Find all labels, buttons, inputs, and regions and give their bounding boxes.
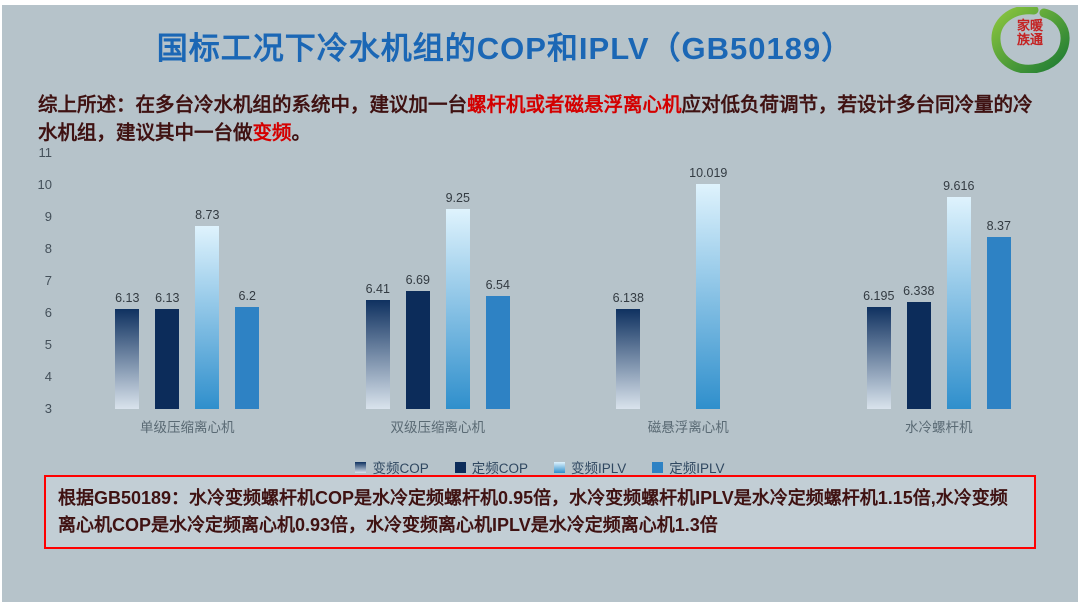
- legend-label: 定频COP: [471, 461, 528, 476]
- bar-slot: 8.37: [987, 153, 1011, 409]
- y-tick-label: 9: [44, 209, 52, 224]
- bar-变频COP: 6.13: [115, 291, 139, 409]
- legend-item-定频IPLV: 定频IPLV: [652, 457, 725, 477]
- bar-value-label: 6.338: [903, 284, 935, 299]
- bar-group: 6.13 6.13 8.73 6.2 单级压缩离心机: [62, 153, 313, 435]
- legend-swatch-icon: [554, 461, 565, 473]
- bar-变频COP: 6.195: [863, 289, 894, 409]
- category-label: 单级压缩离心机: [140, 420, 235, 435]
- legend-swatch-icon: [355, 461, 367, 473]
- bar-变频IPLV: 10.019: [689, 166, 727, 409]
- bar-value-label: 6.13: [115, 290, 140, 305]
- bar-slot: 6.13: [115, 153, 139, 409]
- logo-text: 家暖 族通: [990, 18, 1070, 48]
- bar-slot: 6.195: [863, 153, 894, 409]
- y-tick-label: 11: [38, 145, 53, 160]
- bar-value-label: 8.73: [195, 207, 220, 222]
- logo-text-line1: 家暖: [1016, 18, 1043, 33]
- bar-value-label: 6.195: [863, 288, 895, 303]
- bar-value-label: 9.25: [445, 191, 470, 205]
- bar-value-label: 6.2: [238, 288, 256, 303]
- conclusion-text: 根据GB50189：水冷变频螺杆机COP是水冷定频螺杆机0.95倍，水冷变频螺杆…: [58, 488, 1008, 535]
- summary-text: 综上所述：在多台冷水机组的系统中，建议加一台螺杆机或者磁悬浮离心机应对低负荷调节…: [38, 91, 1050, 148]
- y-tick-label: 10: [37, 177, 52, 192]
- brand-logo: 家暖 族通: [990, 5, 1070, 74]
- bar-value-label: 6.13: [155, 290, 180, 305]
- bar-变频IPLV: 9.25: [446, 191, 470, 409]
- logo-text-line2: 族通: [1016, 32, 1043, 48]
- bar-定频COP: 6.338: [903, 284, 934, 409]
- bar-slot: 9.616: [943, 153, 974, 409]
- y-tick-label: 7: [44, 273, 52, 288]
- bar-value-label: 6.69: [405, 272, 430, 287]
- conclusion-box: 根据GB50189：水冷变频螺杆机COP是水冷定频螺杆机0.95倍，水冷变频螺杆…: [44, 475, 1036, 549]
- legend-swatch-icon: [454, 461, 466, 473]
- bar-group: 6.195 6.338 9.616 8.37 水冷螺杆机: [814, 153, 1065, 435]
- bar-group: 6.138 10.019 磁悬浮离心机: [563, 153, 814, 435]
- category-label: 磁悬浮离心机: [647, 420, 729, 435]
- bar-slot: 9.25: [446, 153, 470, 409]
- bar-cluster: 6.195 6.338 9.616 8.37: [814, 153, 1065, 409]
- legend-item-变频IPLV: 变频IPLV: [554, 457, 626, 477]
- bar-slot: 6.338: [903, 153, 934, 409]
- bar-变频IPLV: 9.616: [943, 179, 974, 409]
- bar-slot: [736, 153, 760, 409]
- bar-变频COP: 6.41: [366, 282, 390, 409]
- bar-cluster: 6.138 10.019: [563, 153, 814, 409]
- y-tick-label: 6: [44, 305, 52, 320]
- bar-value-label: 6.54: [485, 277, 510, 292]
- bar-cluster: 6.13 6.13 8.73 6.2: [62, 153, 313, 409]
- chart-plot: 6.13 6.13 8.73 6.2 单级压缩离心机 6.41 6.69 9.25 6.54 双级…: [62, 153, 1065, 435]
- bar-value-label: 10.019: [689, 166, 728, 181]
- bar-定频IPLV: 6.2: [235, 289, 260, 409]
- bar-value-label: 6.138: [612, 290, 644, 305]
- bar-slot: 6.41: [366, 153, 390, 409]
- bar-定频COP: 6.13: [155, 291, 179, 409]
- bar-slot: 6.138: [613, 153, 644, 409]
- bar-slot: [656, 153, 680, 409]
- logo-swirl-icon: [991, 5, 1070, 74]
- bar-cluster: 6.41 6.69 9.25 6.54: [313, 153, 564, 409]
- legend-label: 定频IPLV: [669, 461, 725, 476]
- bar-slot: 6.2: [235, 153, 260, 409]
- bar-slot: 6.13: [155, 153, 179, 409]
- y-tick-label: 3: [44, 401, 52, 416]
- y-tick-label: 5: [44, 337, 52, 352]
- y-axis: 3 4 5 6 7 8 9 10 11: [28, 145, 62, 416]
- bar-value-label: 9.616: [943, 179, 975, 194]
- bar-变频IPLV: 8.73: [195, 208, 219, 409]
- bar-chart: 3 4 5 6 7 8 9 10 11 6.13 6.13 8.73 6.2 单级压缩离心机 6.41 6.…: [28, 145, 1065, 435]
- bar-变频COP: 6.138: [613, 291, 644, 409]
- summary-prefix: 综上所述：在多台冷水机组的系统中，建议加一台: [38, 94, 468, 116]
- bar-slot: 6.54: [486, 153, 510, 409]
- bar-group: 6.41 6.69 9.25 6.54 双级压缩离心机: [313, 153, 564, 435]
- bar-定频IPLV: 6.54: [486, 278, 510, 409]
- summary-highlight-machines: 螺杆机或者磁悬浮离心机: [467, 94, 682, 116]
- legend-label: 变频COP: [372, 461, 429, 476]
- bar-value-label: 8.37: [986, 219, 1011, 234]
- category-label: 水冷螺杆机: [905, 420, 973, 435]
- bar-定频COP: 6.69: [406, 273, 430, 409]
- y-tick-label: 4: [44, 369, 52, 384]
- bar-slot: 8.73: [195, 153, 219, 409]
- bar-slot: 10.019: [689, 153, 727, 409]
- legend-label: 变频IPLV: [571, 461, 627, 476]
- page-title: 国标工况下冷水机组的COP和IPLV（GB50189）: [156, 31, 854, 66]
- chart-legend: 变频COP 定频COP 变频IPLV 定频IPLV: [2, 457, 1078, 477]
- legend-item-定频COP: 定频COP: [454, 457, 528, 477]
- summary-middle: 应对低负荷调节，若设计多台同冷量的冷水机组，建议其中一台做: [38, 94, 1033, 145]
- category-label: 双级压缩离心机: [390, 420, 486, 435]
- bar-定频IPLV: 8.37: [987, 219, 1011, 409]
- bar-value-label: 6.41: [365, 281, 390, 296]
- legend-swatch-icon: [652, 461, 664, 473]
- bar-slot: 6.69: [406, 153, 430, 409]
- legend-item-变频COP: 变频COP: [355, 457, 429, 477]
- y-tick-label: 8: [44, 241, 52, 256]
- summary-suffix: 。: [291, 122, 312, 145]
- summary-highlight-vfd: 变频: [252, 122, 292, 145]
